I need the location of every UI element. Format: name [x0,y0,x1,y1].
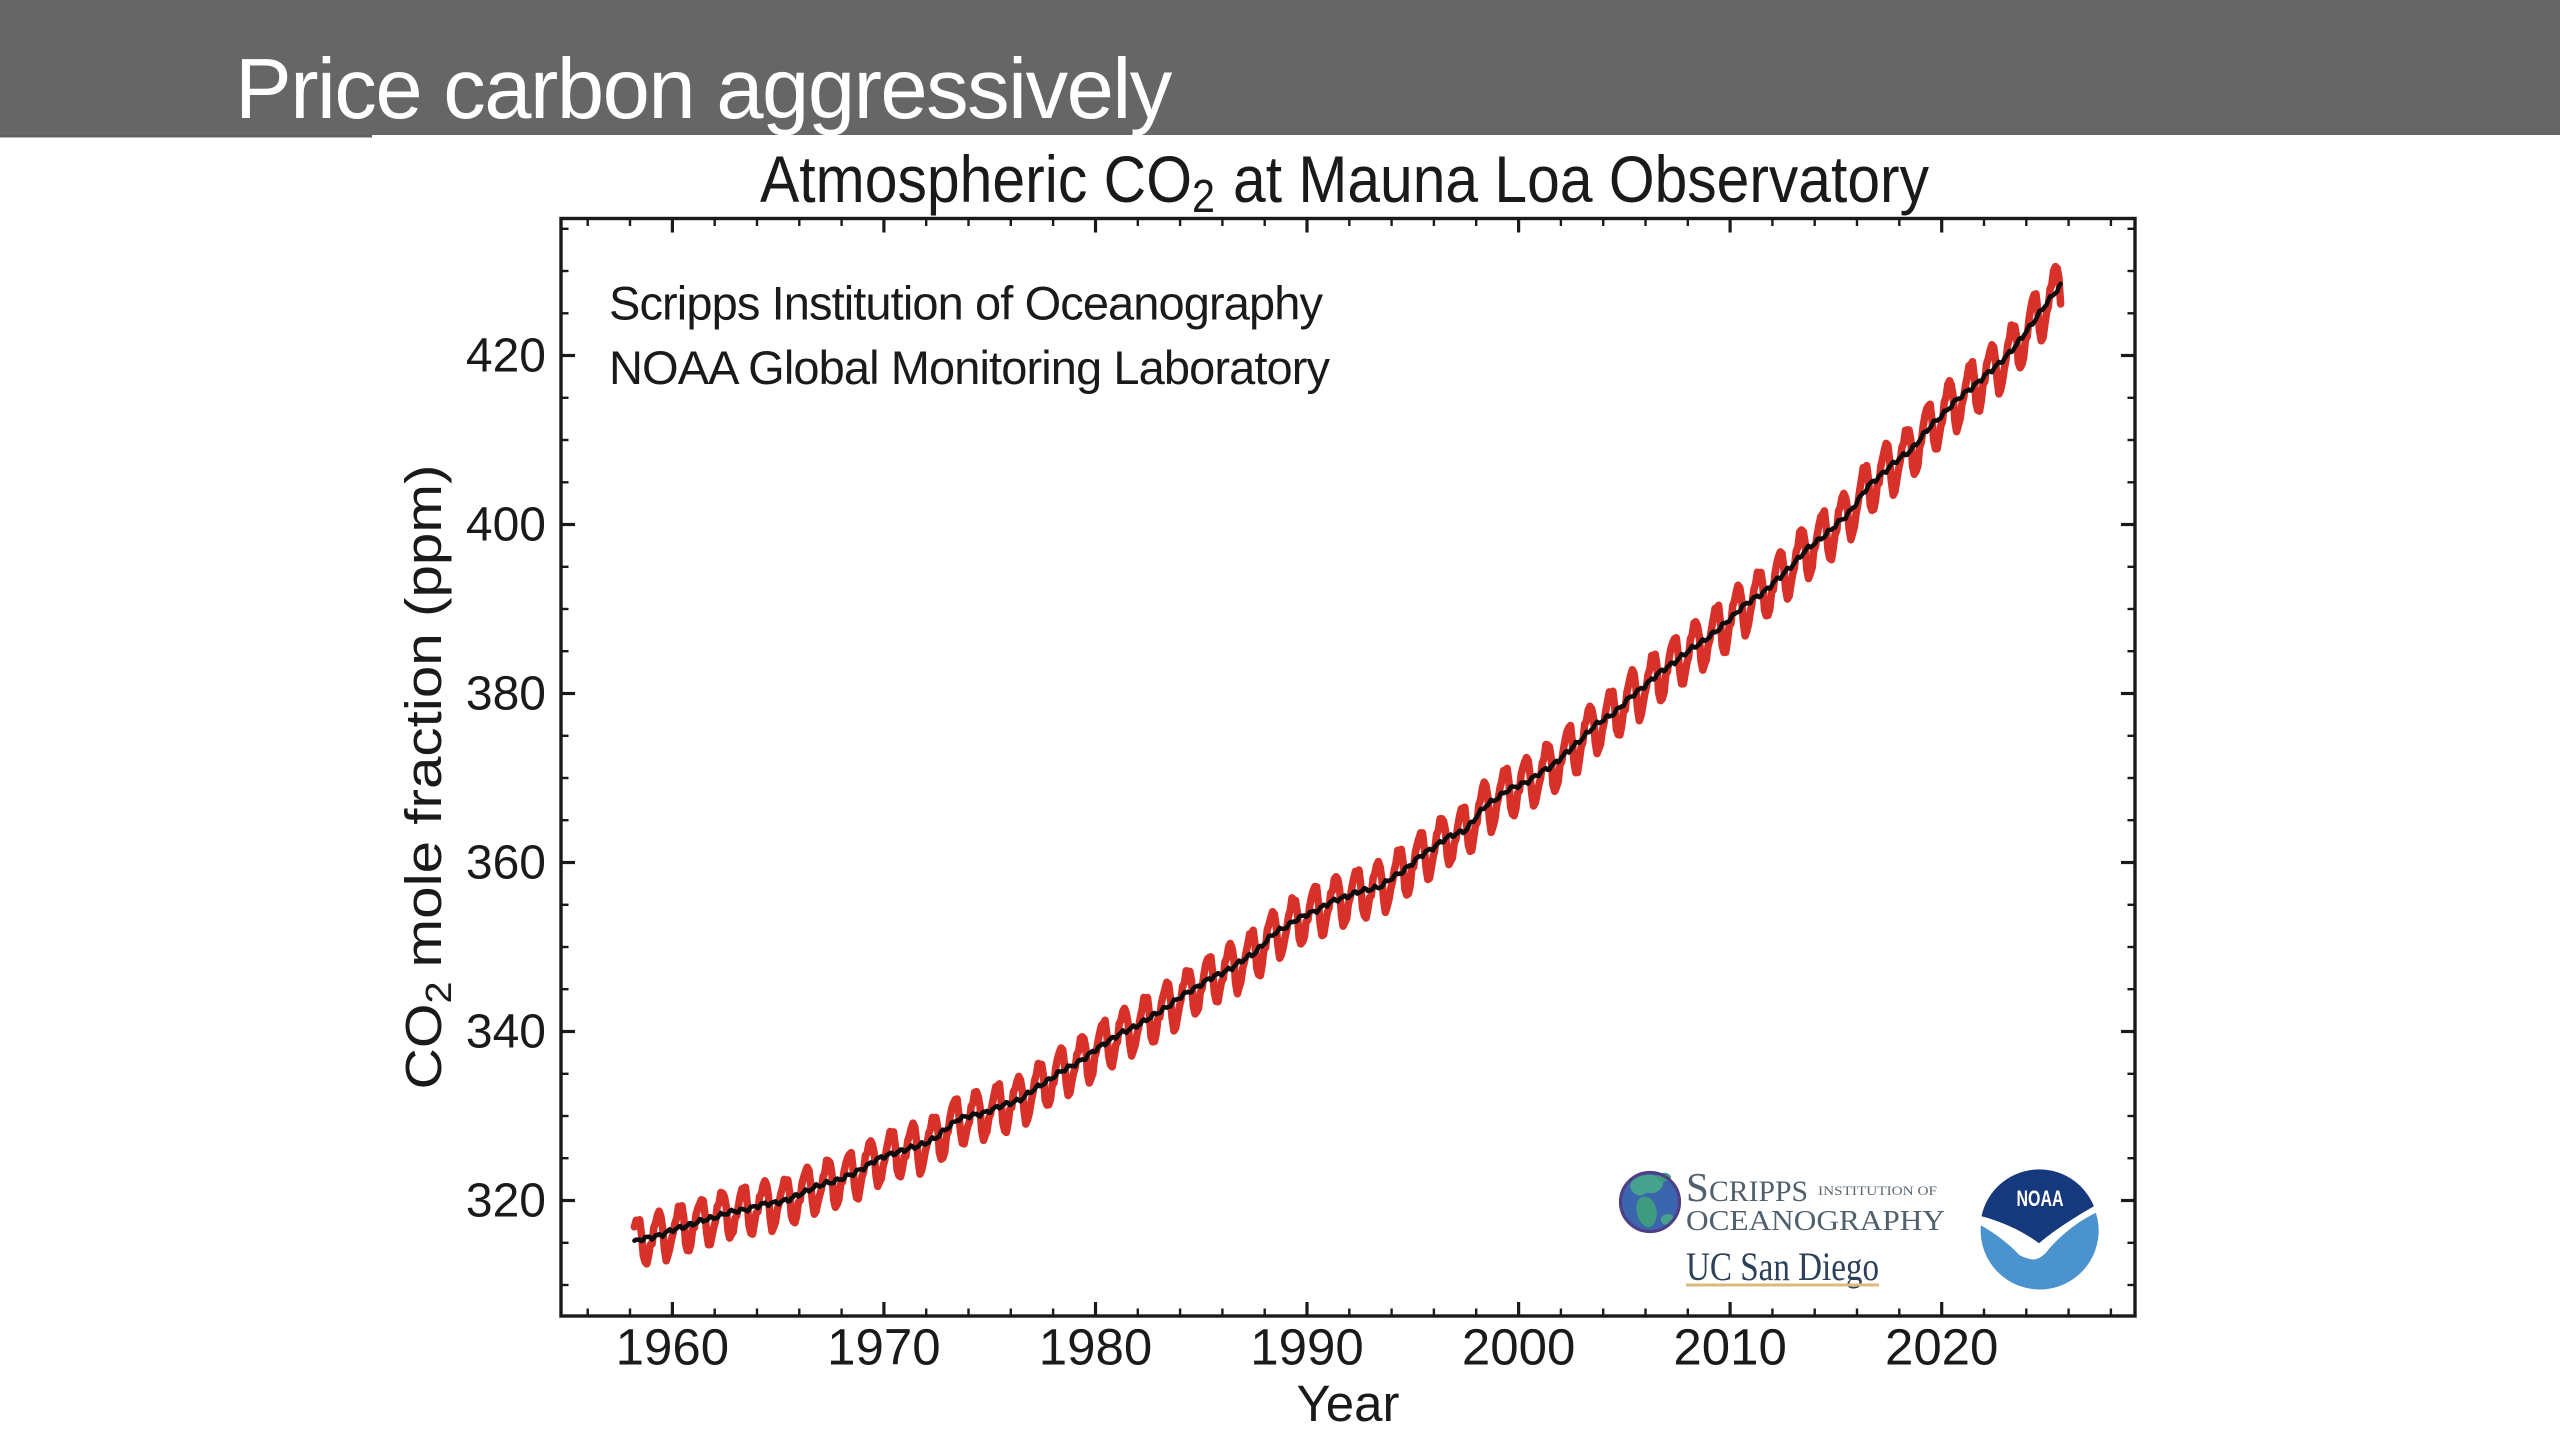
svg-text:400: 400 [466,499,546,552]
svg-text:INSTITUTION OF: INSTITUTION OF [1818,1184,1937,1198]
svg-text:Atmospheric CO: Atmospheric CO [760,142,1192,216]
svg-text:2000: 2000 [1462,1319,1575,1376]
svg-text:CRIPPS: CRIPPS [1709,1175,1808,1208]
svg-text:2: 2 [418,982,459,1004]
svg-text:1960: 1960 [616,1319,729,1376]
svg-text:NOAA: NOAA [2017,1186,2064,1211]
svg-text:340: 340 [466,1006,546,1059]
svg-text:1990: 1990 [1250,1319,1363,1376]
svg-text:1980: 1980 [1039,1319,1152,1376]
svg-text:Year: Year [1296,1375,1399,1432]
svg-text:380: 380 [466,668,546,721]
svg-text:Price carbon aggressively: Price carbon aggressively [235,42,1173,137]
svg-text:2: 2 [1192,170,1215,222]
svg-text:S: S [1686,1164,1709,1210]
svg-text:2010: 2010 [1673,1319,1786,1376]
svg-text:2020: 2020 [1885,1319,1998,1376]
svg-text:320: 320 [466,1175,546,1228]
svg-text:1970: 1970 [827,1319,940,1376]
svg-text:420: 420 [466,330,546,383]
svg-text:OCEANOGRAPHY: OCEANOGRAPHY [1686,1205,1945,1237]
svg-text:mole fraction (ppm): mole fraction (ppm) [395,464,452,967]
svg-text:at Mauna Loa Observatory: at Mauna Loa Observatory [1233,142,1929,216]
svg-text:UC San Diego: UC San Diego [1686,1244,1879,1289]
svg-text:360: 360 [466,837,546,890]
svg-text:Scripps Institution of Oceanog: Scripps Institution of Oceanography [609,277,1323,330]
svg-text:NOAA Global Monitoring Laborat: NOAA Global Monitoring Laboratory [609,341,1330,394]
svg-text:CO: CO [395,1004,452,1090]
